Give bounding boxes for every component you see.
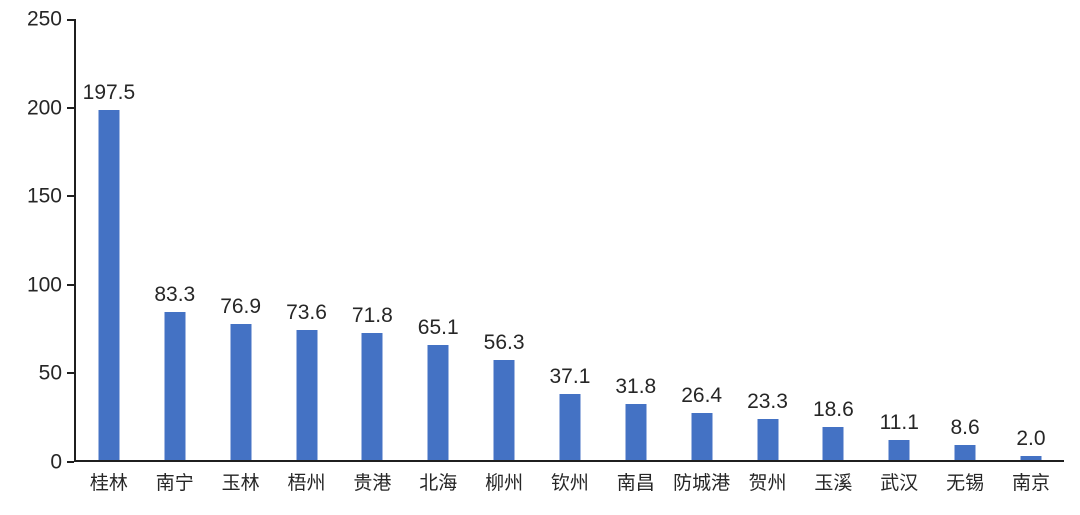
bar-slot: 23.3 贺州 <box>735 19 801 493</box>
bar <box>1020 456 1042 460</box>
y-axis-tick-label: 0 <box>50 450 62 474</box>
y-axis-tick-label: 50 <box>38 361 62 385</box>
bar <box>757 418 779 460</box>
bar-value-label: 2.0 <box>1016 427 1046 451</box>
bar-slot: 197.5 桂林 <box>76 19 142 493</box>
bar-value-label: 56.3 <box>483 331 525 355</box>
y-axis-tick-label: 200 <box>26 96 62 120</box>
bar <box>164 312 186 460</box>
x-axis-category-label: 无锡 <box>946 473 985 494</box>
bar <box>625 403 647 460</box>
bar-value-label: 11.1 <box>879 411 919 435</box>
bar-slot: 65.1 北海 <box>405 19 471 493</box>
bar <box>427 344 449 460</box>
bar <box>98 110 120 460</box>
bar-slot: 56.3 柳州 <box>471 19 537 493</box>
y-axis-tick-label: 100 <box>26 273 62 297</box>
bar <box>691 413 713 460</box>
bar-value-label: 76.9 <box>220 294 262 318</box>
y-axis-tick-mark <box>67 461 74 463</box>
bar-value-label: 23.3 <box>747 389 788 413</box>
bar-slot: 8.6 无锡 <box>932 19 998 493</box>
y-axis-tick-mark <box>67 372 74 375</box>
y-axis-tick-mark <box>67 106 74 109</box>
x-axis-category-label: 桂林 <box>89 473 128 494</box>
bar-slot: 18.6 玉溪 <box>800 19 866 493</box>
bar <box>822 427 844 460</box>
x-axis-category-label: 南昌 <box>616 473 655 494</box>
x-axis-category-label: 钦州 <box>550 473 589 494</box>
bar-value-label: 65.1 <box>417 315 459 339</box>
bar <box>493 360 515 460</box>
x-axis-category-label: 贵港 <box>353 473 392 494</box>
bar <box>559 394 581 460</box>
x-axis-category-label: 玉溪 <box>814 473 853 494</box>
y-axis-tick-mark <box>67 19 74 21</box>
x-axis-category-label: 贺州 <box>748 473 787 494</box>
bar <box>361 332 383 460</box>
bar-value-label: 71.8 <box>351 303 393 327</box>
bar <box>954 444 976 460</box>
bar-value-label: 73.6 <box>286 300 327 324</box>
x-axis-category-label: 柳州 <box>485 473 524 494</box>
bar-value-label: 83.3 <box>154 283 196 307</box>
plot-area: 0 50 100 150 200 250 197.5 桂林 83.3 南宁 76.9 玉林 73.6 梧… <box>27 9 1064 493</box>
bar-slot: 76.9 玉林 <box>208 19 274 493</box>
x-axis-category-label: 梧州 <box>287 473 326 494</box>
bar <box>888 440 910 460</box>
bar <box>230 323 252 460</box>
bar-value-label: 26.4 <box>681 384 723 408</box>
bar-slot: 71.8 贵港 <box>339 19 405 493</box>
x-axis-category-label: 南京 <box>1011 473 1050 494</box>
bar-slot: 73.6 梧州 <box>274 19 340 493</box>
x-axis-category-label: 武汉 <box>880 473 919 494</box>
y-axis-tick-label: 250 <box>26 7 62 31</box>
x-axis-category-label: 防城港 <box>673 473 731 494</box>
bar-slot: 37.1 钦州 <box>537 19 603 493</box>
x-axis-category-label: 北海 <box>419 473 458 494</box>
bar-value-label: 31.8 <box>615 374 657 398</box>
bar <box>296 329 317 460</box>
x-axis-category-label: 南宁 <box>155 473 194 494</box>
y-axis-tick-mark <box>67 283 74 286</box>
y-axis-tick-label: 150 <box>26 184 62 208</box>
bar-value-label: 18.6 <box>812 398 854 422</box>
bar-value-label: 197.5 <box>82 81 136 105</box>
x-axis-category-label: 玉林 <box>221 473 260 494</box>
y-axis: 0 50 100 150 200 250 <box>27 9 1064 473</box>
bar-slot: 11.1 武汉 <box>866 19 932 493</box>
bar-slot: 2.0 南京 <box>998 19 1064 493</box>
bar-value-label: 8.6 <box>950 415 980 439</box>
bar-slot: 31.8 南昌 <box>603 19 669 493</box>
bar-slot: 26.4 防城港 <box>669 19 735 493</box>
bar-slot: 83.3 南宁 <box>142 19 208 493</box>
y-axis-tick-mark <box>67 195 74 198</box>
bar-value-label: 37.1 <box>549 365 591 389</box>
bars-container: 197.5 桂林 83.3 南宁 76.9 玉林 73.6 梧州 71.8 贵港 65.1 北海 56.… <box>76 19 1064 493</box>
